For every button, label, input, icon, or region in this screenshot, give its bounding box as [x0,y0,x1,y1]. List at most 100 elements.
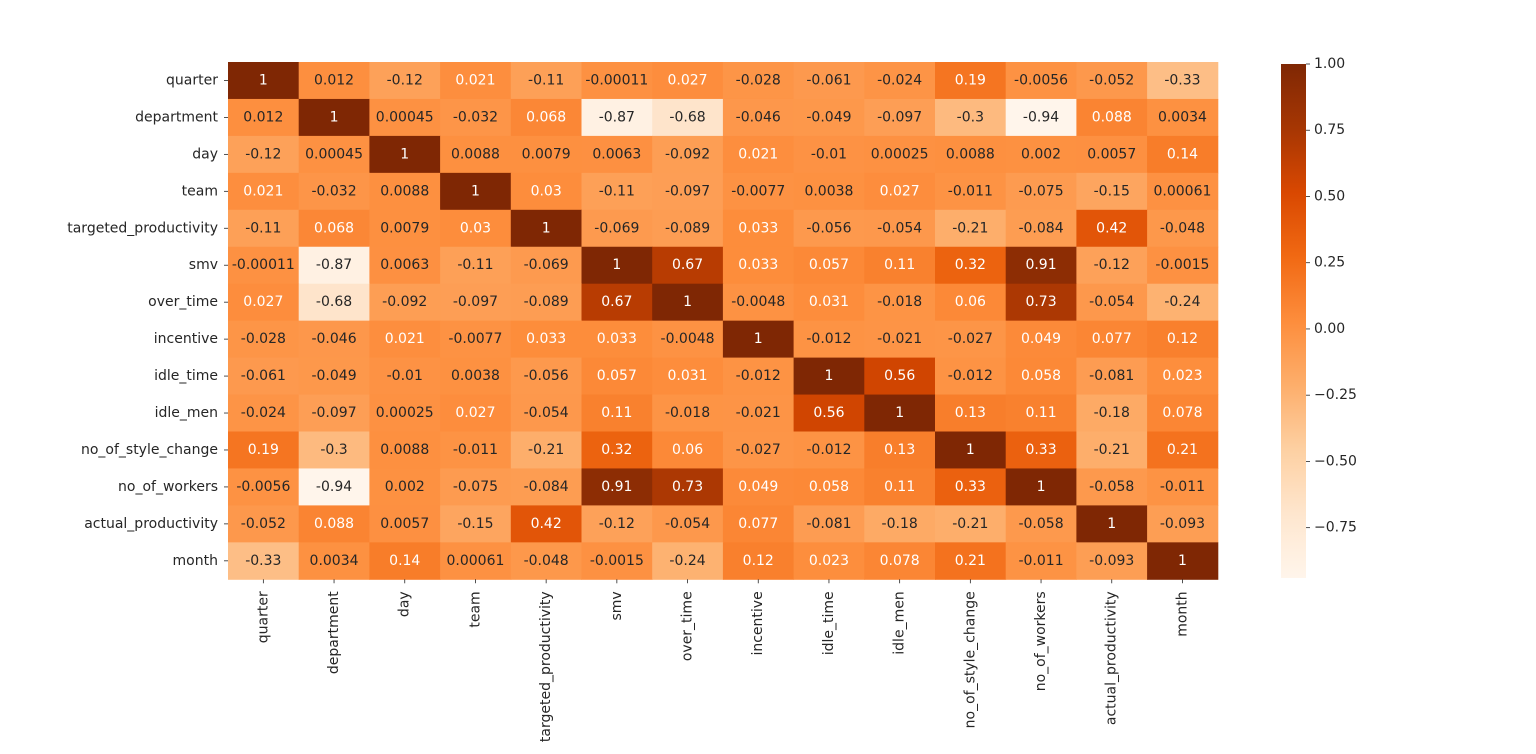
heatmap-cell [1005,98,1077,137]
heatmap-cell [440,468,512,506]
cell-value-label: -0.084 [1018,220,1063,236]
cell-value-label: 0.077 [738,516,778,532]
cell-value-label: 0.06 [672,442,703,458]
heatmap-cell [298,246,370,285]
x-tick-label: quarter [255,591,271,643]
cell-value-label: -0.089 [524,294,569,310]
cell-value-label: 0.077 [1092,331,1132,347]
y-tick-label: idle_men [155,405,218,421]
heatmap-cell [510,394,582,432]
cell-value-label: -0.0048 [661,331,715,347]
x-axis-tick-labels: quarter department day team targeted_product… [255,579,1190,742]
cell-value-label: -0.12 [245,146,281,162]
cell-value-label: 0.42 [531,516,562,532]
heatmap-cell [1076,468,1148,506]
cell-value-label: 0.0057 [380,516,429,532]
heatmap-cell [369,98,441,137]
cell-value-label: 1 [259,72,268,88]
cell-value-label: 0.11 [884,479,915,495]
heatmap-cell [1005,320,1077,359]
heatmap-cell [864,172,936,211]
cell-value-label: 0.67 [672,257,703,273]
heatmap-cell [1005,135,1077,174]
y-tick-label: targeted_productivity [67,220,218,236]
y-tick-label: month [173,553,218,569]
cell-value-label: -0.054 [665,516,710,532]
heatmap-cell [510,98,582,137]
cell-value-label: -0.11 [528,72,564,88]
colorbar-tick-label: −0.75 [1314,520,1357,536]
y-tick-label: day [192,146,218,162]
cell-value-label: -0.048 [524,553,569,569]
x-tick-label: day [397,591,413,617]
cell-value-label: -0.011 [1160,479,1205,495]
heatmap-cell [1076,431,1148,469]
heatmap-cell [440,98,512,137]
cell-value-label: 0.023 [1162,368,1202,384]
heatmap-cell [1005,172,1077,211]
cell-value-label: -0.049 [311,368,356,384]
cell-value-label: 0.12 [743,553,774,569]
heatmap-cell [935,283,1007,322]
cell-value-label: -0.075 [1018,183,1063,199]
cell-value-label: -0.089 [665,220,710,236]
heatmap-cell [581,505,653,543]
heatmap-cell [864,209,936,248]
colorbar-tick-label: 1.00 [1314,56,1345,72]
heatmap-cell [652,62,724,100]
cell-value-label: -0.68 [316,294,352,310]
heatmap-cell [298,209,370,248]
cell-value-label: 0.002 [385,479,425,495]
colorbar-tick-label: 0.00 [1314,321,1345,337]
heatmap-cell [440,320,512,359]
y-tick-label: no_of_workers [118,479,218,495]
cell-value-label: -0.093 [1160,516,1205,532]
heatmap-cell [440,246,512,285]
heatmap-cell [1147,62,1219,100]
cell-value-label: -0.94 [316,479,352,495]
heatmap-cell [1147,394,1219,432]
heatmap-cell [935,246,1007,285]
cell-value-label: 0.12 [1167,331,1198,347]
cell-value-label: 0.023 [809,553,849,569]
cell-value-label: 0.56 [813,405,844,421]
cell-value-label: 1 [542,220,551,236]
heatmap-cell [793,172,865,211]
heatmap-cell [298,505,370,543]
cell-value-label: -0.092 [665,146,710,162]
heatmap-cell [793,246,865,285]
cell-value-label: 0.0088 [380,442,429,458]
cell-value-label: -0.027 [736,442,781,458]
heatmap-cell [369,135,441,174]
heatmap-cell [510,135,582,174]
heatmap-cell [652,283,724,322]
heatmap-cell [581,394,653,432]
heatmap-cell [935,357,1007,396]
heatmap-cell [581,542,653,580]
heatmap-cell [1147,209,1219,248]
cell-value-label: 0.078 [880,553,920,569]
heatmap-cell [864,468,936,506]
heatmap-cell [1147,172,1219,211]
x-tick-label: no_of_workers [1033,591,1049,691]
cell-value-label: 0.00061 [1153,183,1211,199]
heatmap-cell [793,542,865,580]
heatmap-cell [1076,135,1148,174]
cell-value-label: 1 [966,442,975,458]
heatmap-cell [440,505,512,543]
cell-value-label: -0.0077 [448,331,502,347]
heatmap-cell [298,468,370,506]
heatmap-cell [581,468,653,506]
heatmap-cell [581,283,653,322]
heatmap-cell [1005,209,1077,248]
heatmap-cell [864,320,936,359]
cell-value-label: -0.00011 [232,257,295,273]
cell-value-label: 1 [1178,553,1187,569]
heatmap-cell [298,135,370,174]
cell-value-label: -0.012 [736,368,781,384]
cell-value-label: 0.03 [531,183,562,199]
heatmap-cell [510,320,582,359]
cell-value-label: 0.13 [884,442,915,458]
heatmap-cell [722,135,795,174]
heatmap-cell [1076,283,1148,322]
